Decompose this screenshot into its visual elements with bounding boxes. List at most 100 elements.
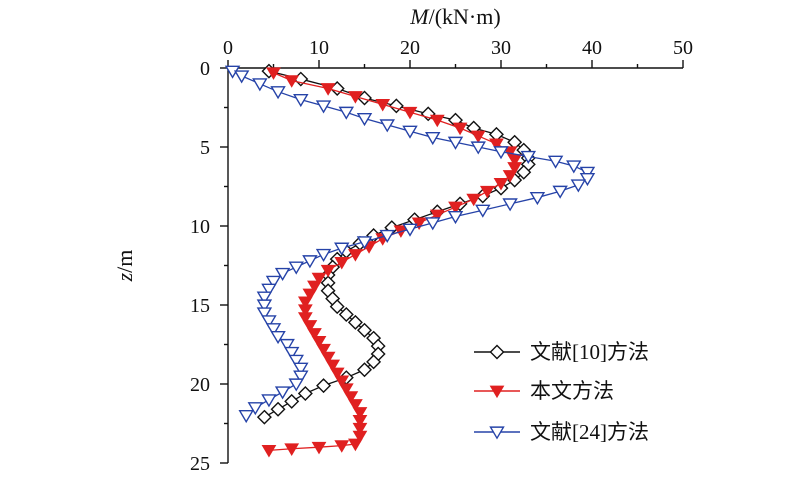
- y-tick-label: 20: [190, 374, 210, 396]
- data-point-ref24: [475, 204, 491, 218]
- data-point-this-method: [352, 407, 368, 420]
- data-point-ref10: [270, 401, 286, 417]
- data-point-ref24: [379, 229, 395, 244]
- y-axis-title: z/m: [112, 250, 137, 283]
- data-point-this-method: [311, 441, 327, 455]
- data-point-ref24: [274, 386, 291, 400]
- data-point-this-method: [329, 367, 345, 381]
- series-this-method: [261, 67, 523, 458]
- data-point-ref10: [297, 385, 313, 401]
- data-point-ref24: [288, 354, 304, 368]
- data-point-this-method: [502, 170, 518, 183]
- data-point-ref24: [570, 179, 587, 193]
- data-point-this-method: [334, 375, 350, 389]
- data-point-ref10: [338, 306, 354, 322]
- x-tick-label: 30: [491, 37, 511, 59]
- data-point-this-method: [266, 67, 281, 80]
- data-point-ref10: [366, 354, 382, 370]
- data-point-this-method: [402, 106, 418, 120]
- data-point-ref10: [357, 322, 372, 338]
- data-point-this-method: [311, 272, 327, 286]
- data-point-this-method: [352, 422, 368, 436]
- data-point-ref24: [379, 119, 395, 133]
- data-point-ref24: [520, 150, 537, 165]
- legend-label: 文献[10]方法: [530, 340, 649, 364]
- data-point-ref24: [447, 136, 464, 150]
- data-point-ref24: [293, 370, 309, 384]
- data-point-this-method: [334, 256, 350, 270]
- data-point-ref10: [256, 409, 272, 425]
- data-point-ref24: [293, 362, 309, 376]
- data-point-ref10: [316, 378, 332, 394]
- data-point-ref24: [338, 106, 355, 120]
- data-point-ref24: [261, 315, 277, 329]
- data-point-ref10: [329, 299, 345, 315]
- legend-marker: [489, 426, 505, 440]
- data-point-this-method: [466, 193, 482, 207]
- data-point-this-method: [343, 391, 359, 404]
- data-point-this-method: [325, 359, 341, 373]
- y-tick-label: 10: [190, 216, 210, 238]
- data-point-ref24: [552, 185, 568, 199]
- x-tick-label: 20: [400, 37, 420, 59]
- data-point-this-method: [302, 320, 318, 333]
- data-point-this-method: [470, 130, 486, 144]
- data-point-ref24: [270, 86, 286, 100]
- data-point-this-method: [297, 312, 313, 325]
- data-point-ref10: [347, 314, 363, 330]
- data-point-ref24: [265, 275, 282, 289]
- data-point-ref10: [357, 90, 372, 106]
- data-point-this-method: [297, 304, 313, 317]
- data-point-ref24: [288, 378, 304, 392]
- legend-item-ref10: 文献[10]方法: [474, 340, 649, 364]
- data-point-ref24: [233, 70, 250, 84]
- data-point-ref24: [261, 283, 277, 297]
- data-point-ref24: [261, 394, 277, 408]
- y-tick-label: 25: [190, 453, 210, 475]
- data-point-this-method: [307, 280, 322, 294]
- y-tick-label: 0: [200, 58, 210, 80]
- data-point-this-method: [411, 217, 427, 231]
- data-point-this-method: [493, 177, 509, 191]
- data-point-ref24: [256, 291, 273, 305]
- data-point-ref24: [402, 125, 418, 139]
- legend-marker: [489, 385, 505, 399]
- data-point-this-method: [489, 138, 504, 152]
- data-point-this-method: [352, 430, 368, 444]
- y-tick-label: 15: [190, 295, 210, 317]
- data-point-ref24: [529, 191, 546, 206]
- data-point-ref24: [579, 173, 596, 187]
- data-point-ref10: [284, 393, 300, 409]
- data-point-ref24: [238, 410, 254, 424]
- axes: 0 10 20 30 40 50 0 5 10 15 20 25 M/(kN·m) z/m: [112, 4, 693, 475]
- data-point-ref24: [402, 223, 418, 237]
- data-point-this-method: [429, 114, 445, 128]
- data-point-ref24: [302, 255, 318, 269]
- series-ref24: [224, 65, 596, 424]
- data-point-ref24: [256, 299, 273, 313]
- data-point-this-method: [429, 209, 445, 223]
- data-point-this-method: [307, 328, 322, 341]
- data-point-ref10: [516, 164, 532, 180]
- data-point-ref24: [279, 338, 295, 353]
- data-point-ref24: [356, 112, 373, 127]
- data-point-this-method: [311, 335, 327, 349]
- data-point-this-method: [375, 98, 391, 112]
- data-point-this-method: [452, 122, 468, 136]
- y-tick-label: 5: [200, 137, 210, 159]
- data-point-ref24: [493, 146, 509, 160]
- data-point-this-method: [348, 399, 363, 412]
- data-point-this-method: [320, 83, 336, 96]
- data-point-ref10: [357, 362, 372, 378]
- data-point-this-method: [507, 162, 523, 175]
- data-point-ref24: [315, 248, 332, 262]
- data-point-ref24: [252, 78, 268, 92]
- data-point-ref24: [547, 155, 564, 169]
- data-point-this-method: [302, 288, 318, 302]
- data-point-ref24: [274, 267, 291, 281]
- data-point-this-method: [320, 351, 336, 365]
- data-point-this-method: [348, 249, 363, 262]
